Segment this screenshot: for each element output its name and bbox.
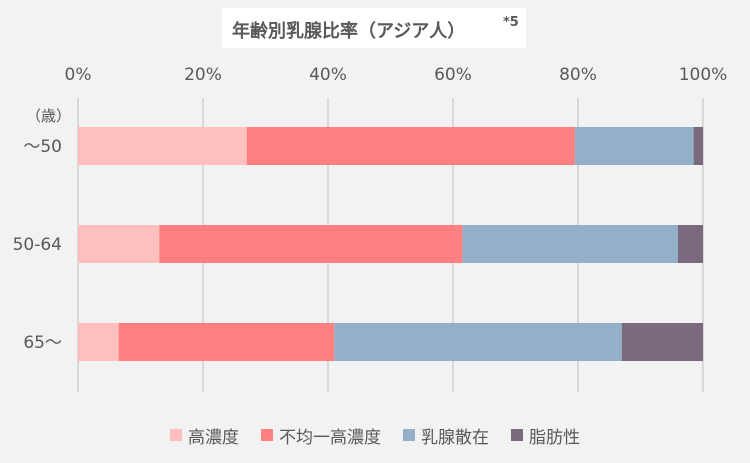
- x-tick-label: 40%: [309, 65, 347, 85]
- plot-svg: 0% 20% 40% 60% 80% 100% （歳） ～50 50-64 65～: [13, 65, 728, 392]
- legend-swatch: [261, 429, 273, 441]
- legend-label: 脂肪性: [529, 427, 580, 448]
- legend-item: 脂肪性: [511, 423, 580, 448]
- bar-segment: [334, 323, 622, 361]
- bar-segment: [693, 127, 703, 165]
- legend-label: 不均一高濃度: [279, 427, 381, 448]
- bar-segment: [678, 225, 703, 263]
- legend-swatch: [403, 429, 415, 441]
- legend-item: 高濃度: [170, 423, 239, 448]
- bar-segment: [118, 323, 335, 361]
- bar-segment: [78, 225, 160, 263]
- category-label: 50-64: [13, 235, 62, 255]
- x-tick-label: 60%: [434, 65, 472, 85]
- bar-segment: [159, 225, 463, 263]
- category-label: ～50: [23, 137, 62, 157]
- y-unit-label: （歳）: [26, 107, 71, 125]
- title-box: [222, 8, 526, 48]
- x-tick-label: 100%: [679, 65, 728, 85]
- chart-title: 年齢別乳腺比率（アジア人）: [232, 21, 466, 42]
- bar-segment: [78, 127, 247, 165]
- x-tick-label: 80%: [559, 65, 597, 85]
- x-tick-label: 20%: [184, 65, 222, 85]
- bar-segment: [78, 323, 119, 361]
- legend-swatch: [511, 429, 523, 441]
- x-tick-label: 0%: [65, 65, 92, 85]
- bar-segment: [621, 323, 703, 361]
- legend-item: 乳腺散在: [403, 423, 489, 448]
- legend-item: 不均一高濃度: [261, 423, 381, 448]
- bar-segment: [462, 225, 678, 263]
- legend-label: 高濃度: [188, 427, 239, 448]
- legend-swatch: [170, 429, 182, 441]
- legend-label: 乳腺散在: [421, 427, 489, 448]
- legend: 高濃度 不均一高濃度 乳腺散在 脂肪性: [0, 423, 750, 448]
- category-label: 65～: [23, 333, 62, 353]
- bar-segment: [246, 127, 575, 165]
- bar-segment: [574, 127, 694, 165]
- title-footnote-mark: *5: [503, 15, 519, 30]
